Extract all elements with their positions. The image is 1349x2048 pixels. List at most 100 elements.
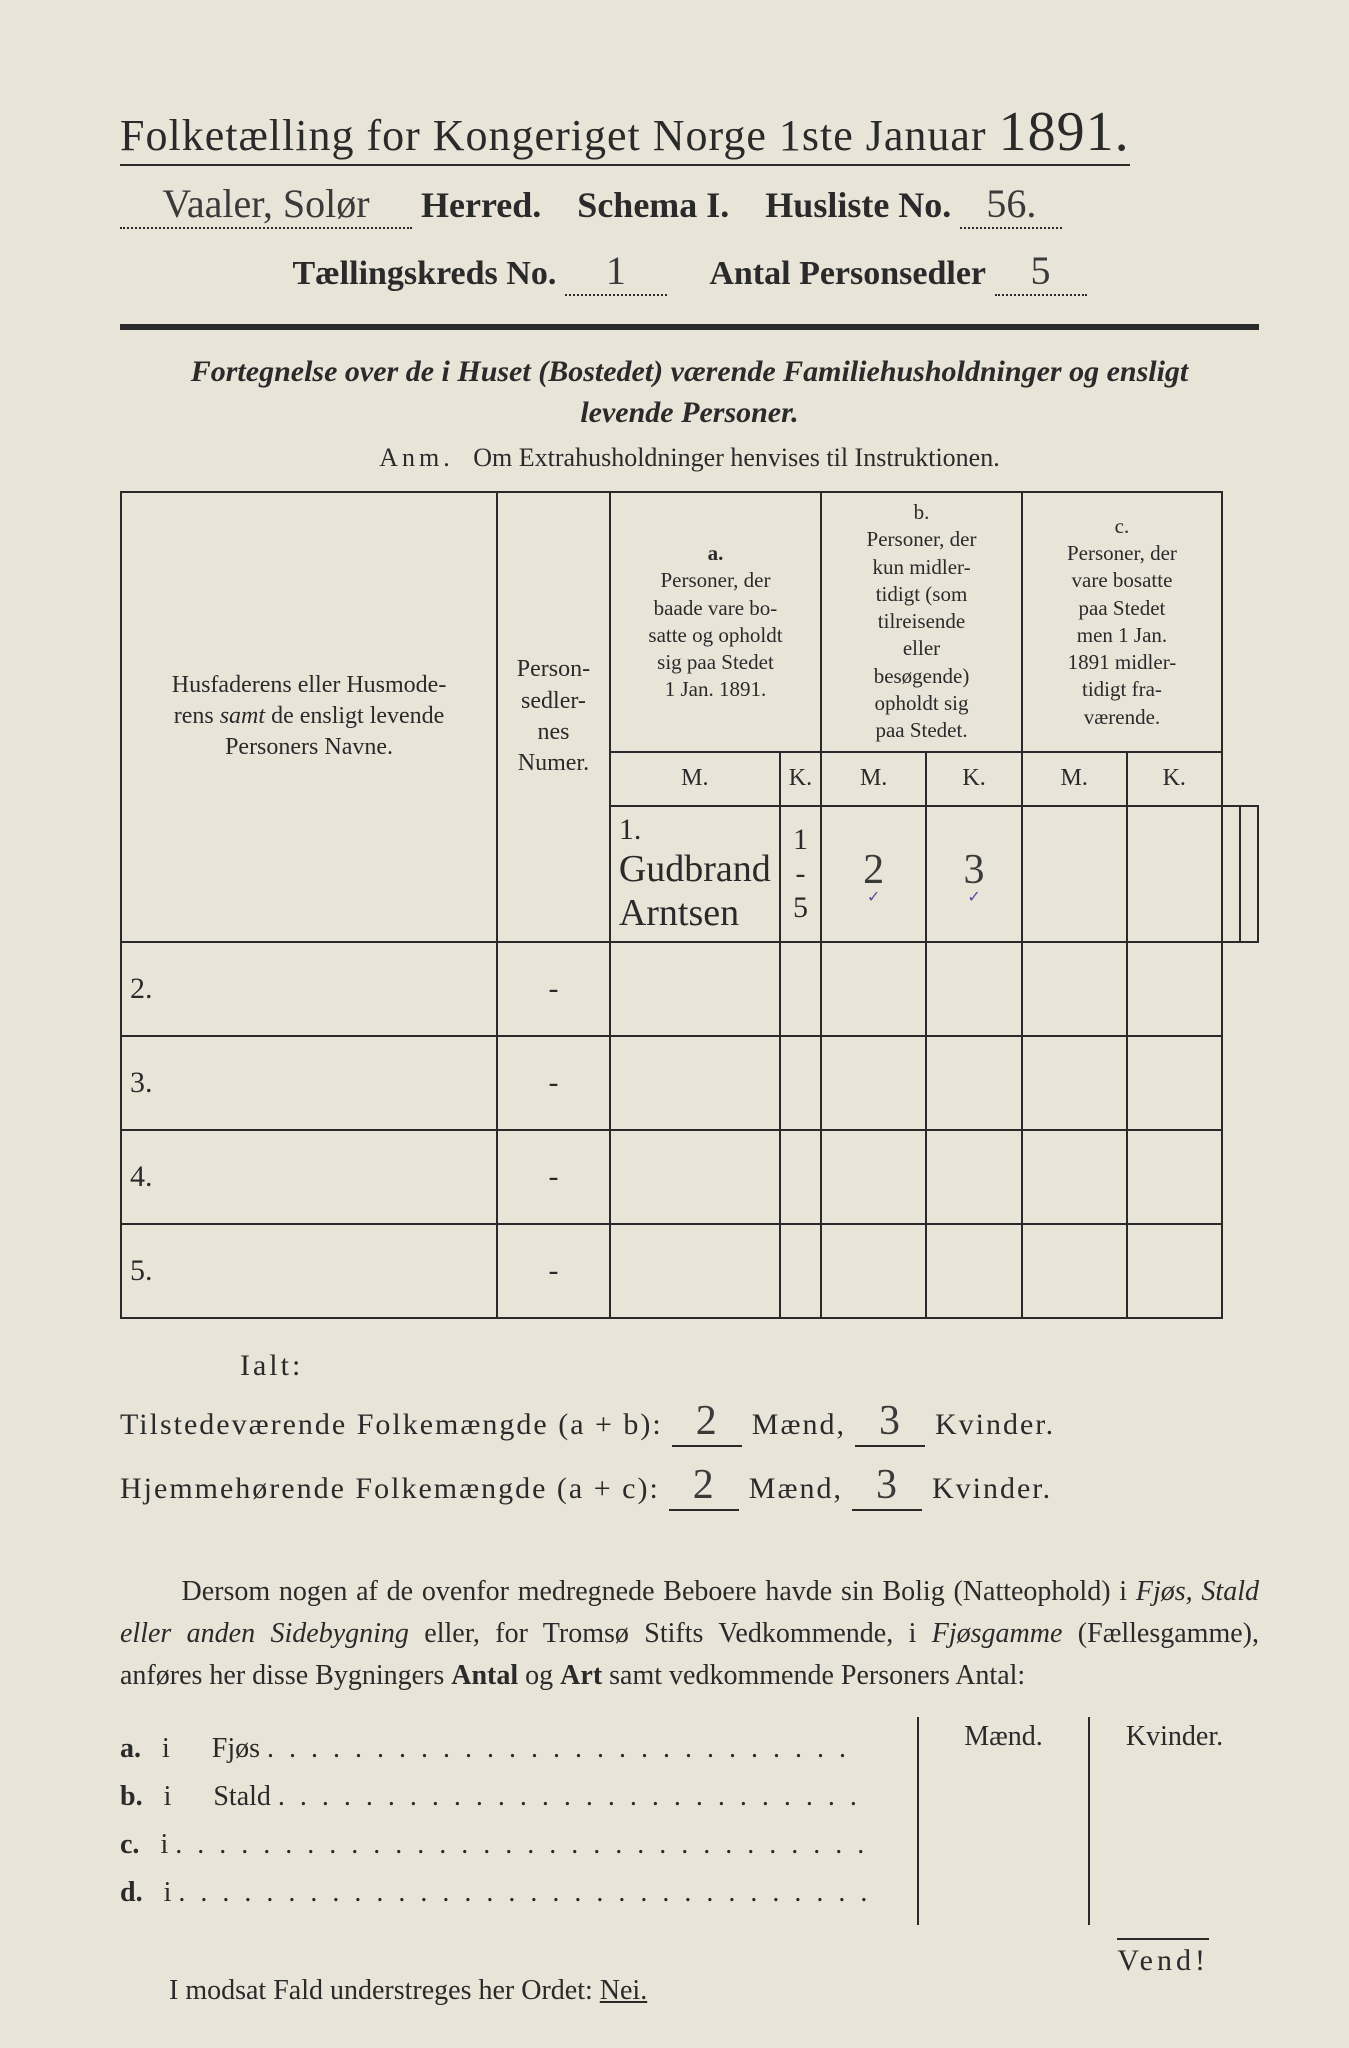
row-num: 2. — [130, 972, 160, 1006]
antal-label: Antal Personsedler — [709, 255, 986, 292]
husliste-label: Husliste No. — [765, 185, 951, 225]
col-a-k: K. — [780, 752, 821, 806]
header-line-3: Tællingskreds No. 1 Antal Personsedler 5 — [120, 247, 1259, 296]
row-numer: - — [497, 1036, 610, 1130]
antal-handwritten: 5 — [995, 247, 1087, 296]
para-t5: samt vedkommende Personers Antal: — [609, 1660, 1025, 1691]
side-kvinder-col: Kvinder. — [1090, 1717, 1259, 1925]
side-label: Stald — [213, 1781, 271, 1812]
row-numer: 1 - 5 — [780, 806, 821, 942]
row-cM — [1222, 806, 1240, 942]
col-a-letter: a. — [708, 541, 724, 565]
side-label: Fjøs — [212, 1733, 260, 1764]
title-prefix: Folketælling for Kongeriget Norge 1ste J… — [120, 111, 987, 160]
building-paragraph: Dersom nogen af de ovenfor medregnede Be… — [120, 1571, 1259, 1697]
nei-text: I modsat Fald understreges her Ordet: — [169, 1975, 600, 2006]
maend-label: Mænd, — [752, 1408, 846, 1441]
col-a-header: a. Personer, derbaade vare bo-satte og o… — [610, 492, 821, 752]
side-building-table: a. i Fjøs . . . . . . . . . . . . . . . … — [120, 1717, 1259, 1925]
col-c-text: Personer, dervare bosattepaa Stedetmen 1… — [1067, 541, 1177, 729]
herred-label: Herred. — [421, 185, 541, 225]
page-title: Folketælling for Kongeriget Norge 1ste J… — [120, 100, 1259, 164]
dots-icon: . . . . . . . . . . . . . . . . . . . . … — [267, 1733, 850, 1764]
para-it2: Fjøsgamme — [932, 1618, 1063, 1649]
subtitle: Fortegnelse over de i Huset (Bostedet) v… — [120, 352, 1259, 433]
anm-prefix: Anm. — [379, 443, 454, 472]
col1-it: samt — [220, 703, 265, 729]
col-b-letter: b. — [914, 500, 930, 524]
row-aM: 2 — [863, 847, 884, 893]
col-b-header: b. Personer, derkun midler-tidigt (somti… — [821, 492, 1022, 752]
table-row: 5. - — [121, 1224, 1258, 1318]
hjemme-k: 3 — [852, 1461, 922, 1511]
col-a-m: M. — [610, 752, 780, 806]
divider-rule — [120, 324, 1259, 330]
col-c-letter: c. — [1115, 514, 1130, 538]
para-t2: eller, for Tromsø Stifts Vedkommende, i — [424, 1618, 931, 1649]
side-i: i — [162, 1733, 170, 1764]
census-form-page: Folketælling for Kongeriget Norge 1ste J… — [0, 0, 1349, 2048]
dots-icon: . . . . . . . . . . . . . . . . . . . . … — [178, 1877, 871, 1908]
title-year: 1891. — [999, 101, 1130, 163]
dots-icon: . . . . . . . . . . . . . . . . . . . . … — [278, 1781, 861, 1812]
row-num: 3. — [130, 1066, 160, 1100]
row-num: 5. — [130, 1254, 160, 1288]
tilstede-m: 2 — [672, 1397, 742, 1447]
side-key: b. — [120, 1781, 143, 1812]
kvinder-label2: Kvinder. — [932, 1472, 1052, 1505]
table-row: 3. - — [121, 1036, 1258, 1130]
side-key: d. — [120, 1877, 143, 1908]
anm-text: Om Extrahusholdninger henvises til Instr… — [473, 443, 999, 472]
side-row: a. i Fjøs . . . . . . . . . . . . . . . … — [120, 1733, 917, 1765]
col-c-header: c. Personer, dervare bosattepaa Stedetme… — [1022, 492, 1222, 752]
row-num: 1. — [619, 813, 649, 847]
row-num: 4. — [130, 1160, 160, 1194]
subtitle-line2: levende Personer. — [580, 396, 798, 429]
vend-label: Vend! — [1117, 1938, 1209, 1978]
row-cK — [1240, 806, 1258, 942]
ialt-label: Ialt: — [240, 1349, 303, 1382]
header-line-2: Vaaler, Solør Herred. Schema I. Husliste… — [120, 180, 1259, 229]
hjemme-m: 2 — [669, 1461, 739, 1511]
nei-line: I modsat Fald understreges her Ordet: Ne… — [120, 1975, 1259, 2007]
row-bK — [1127, 806, 1222, 942]
table-row: 2. - — [121, 942, 1258, 1036]
schema-label: Schema I. — [577, 185, 729, 225]
side-key: a. — [120, 1733, 141, 1764]
kreds-label: Tællingskreds No. — [292, 255, 556, 292]
side-row: d. i . . . . . . . . . . . . . . . . . .… — [120, 1877, 917, 1909]
subtitle-line1: Fortegnelse over de i Huset (Bostedet) v… — [191, 355, 1189, 388]
side-key: c. — [120, 1829, 139, 1860]
col-b-m: M. — [821, 752, 926, 806]
col2-header: Person-sedler-nesNumer. — [497, 492, 610, 942]
side-i: i — [160, 1829, 168, 1860]
totals-block: Ialt: Tilstedeværende Folkemængde (a + b… — [120, 1349, 1259, 1511]
col-a-text: Personer, derbaade vare bo-satte og opho… — [648, 568, 782, 701]
para-t4: og — [525, 1660, 560, 1691]
row-bM — [1022, 806, 1127, 942]
row-numer: - — [497, 1224, 610, 1318]
hjemme-label: Hjemmehørende Folkemængde (a + c): — [120, 1472, 660, 1505]
side-right-cols: Mænd. Kvinder. — [917, 1717, 1259, 1925]
col-b-k: K. — [926, 752, 1022, 806]
census-table: Husfaderens eller Husmode-rens samt de e… — [120, 491, 1259, 1319]
tilstede-label: Tilstedeværende Folkemængde (a + b): — [120, 1408, 663, 1441]
nei-word: Nei. — [600, 1975, 647, 2006]
row-name-hw: Gudbrand Arntsen — [619, 848, 771, 934]
tick-icon: ✓ — [935, 894, 1013, 902]
kreds-handwritten: 1 — [565, 247, 667, 296]
kvinder-label: Kvinder. — [935, 1408, 1055, 1441]
maend-label2: Mænd, — [749, 1472, 843, 1505]
side-maend-col: Mænd. — [919, 1717, 1090, 1925]
side-row: c. i . . . . . . . . . . . . . . . . . .… — [120, 1829, 917, 1861]
table-row: 4. - — [121, 1130, 1258, 1224]
annotation-line: Anm. Om Extrahusholdninger henvises til … — [120, 443, 1259, 473]
row-numer: - — [497, 942, 610, 1036]
row-numer: - — [497, 1130, 610, 1224]
tick-icon: ✓ — [830, 894, 917, 902]
para-b2: Art — [560, 1660, 602, 1691]
para-t1: Dersom nogen af de ovenfor medregnede Be… — [181, 1576, 1135, 1607]
dots-icon: . . . . . . . . . . . . . . . . . . . . … — [175, 1829, 868, 1860]
husliste-handwritten: 56. — [960, 180, 1062, 229]
tilstede-k: 3 — [855, 1397, 925, 1447]
